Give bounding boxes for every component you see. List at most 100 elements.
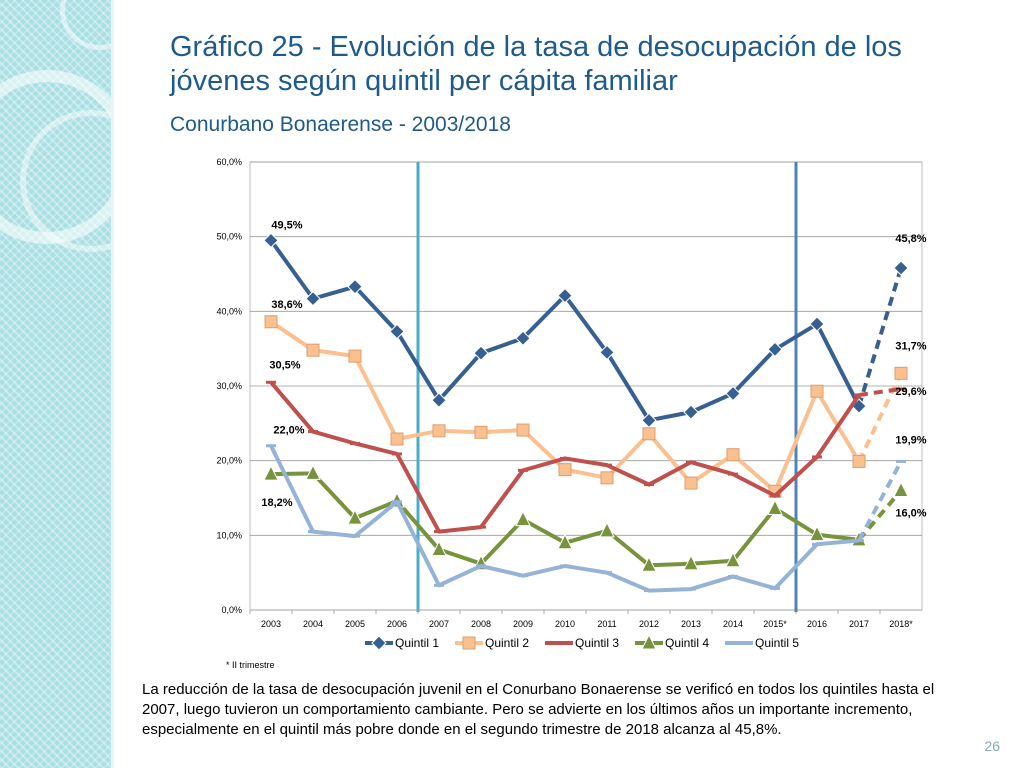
data-point: [389, 323, 405, 340]
data-point: [263, 464, 279, 481]
x-tick-label: 2011: [597, 619, 616, 629]
data-point: [644, 589, 654, 593]
data-point: [812, 542, 822, 546]
data-label: 22,0%: [273, 425, 304, 437]
slide-subtitle: Conurbano Bonaerense - 2003/2018: [170, 113, 511, 136]
series-4: [263, 464, 909, 572]
y-tick-label: 60,0%: [216, 157, 242, 167]
legend-label: Quintil 3: [575, 636, 619, 650]
data-point: [684, 476, 698, 490]
data-point: [770, 494, 780, 498]
x-tick-label: 2006: [387, 619, 407, 629]
data-point: [686, 587, 696, 591]
y-tick-label: 10,0%: [216, 530, 242, 540]
data-point: [476, 564, 486, 568]
data-point: [686, 460, 696, 464]
data-point: [600, 471, 614, 485]
x-tick-label: 2009: [513, 619, 533, 629]
data-point: [893, 481, 909, 498]
data-point: [558, 463, 572, 477]
data-point: [515, 330, 531, 346]
legend-label: Quintil 2: [485, 636, 529, 650]
data-point: [347, 278, 363, 295]
slide-body-text: La reducción de la tasa de desocupación …: [142, 681, 935, 738]
x-tick-label: 2014: [723, 619, 743, 629]
data-point: [308, 430, 318, 434]
y-tick-label: 30,0%: [216, 381, 242, 391]
x-tick-label: 2012: [639, 619, 659, 629]
x-tick-label: 2004: [303, 619, 323, 629]
data-label: 49,5%: [271, 219, 302, 231]
legend-marker: [462, 636, 476, 650]
x-tick-label: 2013: [681, 619, 701, 629]
legend-item: Quintil 1: [365, 635, 439, 651]
data-point: [263, 232, 279, 249]
data-point: [644, 483, 654, 487]
data-point: [809, 316, 825, 332]
data-label: 16,0%: [895, 508, 926, 520]
data-point: [350, 441, 360, 445]
data-point: [809, 525, 825, 542]
data-point: [767, 341, 783, 358]
data-point: [602, 571, 612, 575]
data-point: [602, 463, 612, 467]
legend-item: Quintil 5: [725, 636, 799, 650]
x-tick-label: 2005: [345, 619, 365, 629]
legend-label: Quintil 5: [755, 636, 799, 650]
data-point: [599, 344, 615, 361]
data-point: [305, 464, 321, 480]
x-tick-label: 2015*: [763, 619, 787, 629]
data-point: [812, 455, 822, 459]
data-label: 30,5%: [269, 359, 300, 371]
legend-label: Quintil 4: [665, 636, 709, 650]
legend-marker: [371, 635, 387, 651]
data-point: [726, 448, 740, 462]
series-projection-line: [857, 489, 903, 542]
data-point: [854, 539, 864, 543]
x-tick-label: 2017: [849, 619, 869, 629]
y-tick-label: 40,0%: [216, 306, 242, 316]
data-label: 29,6%: [895, 386, 926, 398]
legend-marker: [734, 641, 744, 645]
data-point: [560, 564, 570, 568]
decorative-left-band: [0, 0, 114, 768]
data-point: [432, 424, 446, 438]
data-point: [431, 392, 447, 408]
data-point: [476, 525, 486, 529]
legend-item: Quintil 3: [545, 636, 619, 650]
legend-item: Quintil 4: [635, 633, 709, 650]
data-point: [728, 472, 738, 476]
data-point: [725, 551, 741, 568]
data-point: [641, 556, 657, 572]
data-point: [434, 583, 444, 587]
data-point: [728, 574, 738, 578]
data-point: [683, 404, 699, 420]
data-point: [599, 521, 615, 538]
slide-title: Gráfico 25 - Evolución de la tasa de des…: [170, 31, 902, 97]
series-2: [264, 315, 908, 498]
data-point: [347, 509, 363, 525]
data-point: [431, 540, 447, 557]
series-projection-line: [858, 387, 902, 397]
data-point: [474, 425, 488, 439]
page-number: 26: [984, 738, 1000, 754]
data-point: [810, 384, 824, 398]
data-point: [683, 554, 699, 571]
data-label: 45,8%: [895, 233, 926, 245]
data-point: [306, 343, 320, 357]
data-point: [473, 345, 489, 361]
data-point: [264, 315, 278, 329]
data-label: 19,9%: [895, 434, 926, 446]
series-3: [266, 380, 906, 534]
data-point: [266, 380, 276, 384]
data-point: [350, 534, 360, 538]
data-point: [305, 290, 321, 307]
data-point: [392, 452, 402, 456]
data-point: [893, 260, 909, 276]
decorative-ring: [60, 0, 114, 50]
data-point: [518, 468, 528, 472]
data-point: [560, 456, 570, 460]
data-point: [390, 432, 404, 446]
data-point: [557, 533, 573, 550]
